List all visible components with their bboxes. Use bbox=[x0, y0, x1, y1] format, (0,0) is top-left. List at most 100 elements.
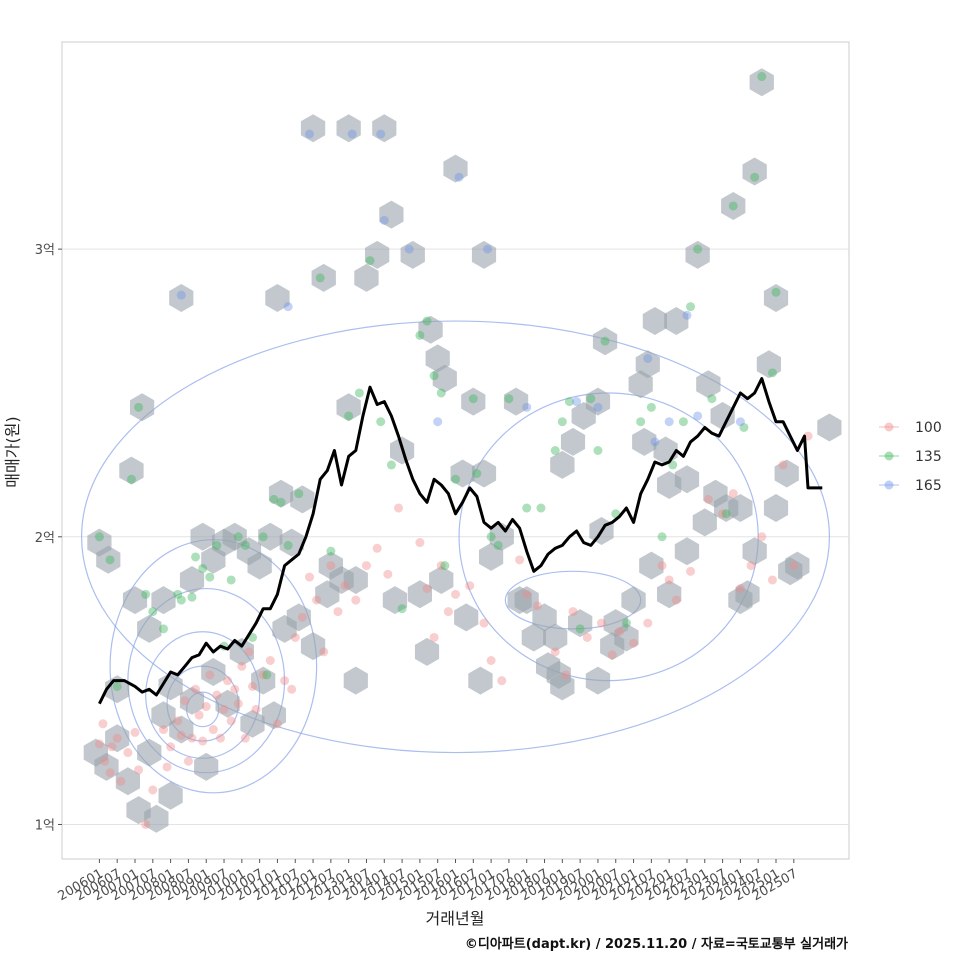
hexbin bbox=[379, 200, 404, 229]
point-100 bbox=[607, 650, 617, 660]
point-100 bbox=[223, 676, 233, 686]
hexbin bbox=[194, 752, 219, 781]
hexbin bbox=[144, 804, 169, 833]
point-100 bbox=[351, 595, 361, 605]
point-135 bbox=[148, 607, 158, 617]
point-135 bbox=[365, 256, 375, 266]
point-100 bbox=[201, 702, 211, 712]
point-135 bbox=[422, 316, 432, 326]
point-135 bbox=[436, 388, 446, 398]
point-135 bbox=[472, 469, 482, 479]
point-100 bbox=[237, 661, 247, 671]
point-100 bbox=[532, 601, 542, 611]
hexbin bbox=[119, 456, 144, 485]
point-100 bbox=[194, 710, 204, 720]
hexbin bbox=[639, 551, 664, 580]
hexbin bbox=[418, 315, 443, 344]
point-135 bbox=[564, 397, 574, 407]
hexbin bbox=[432, 364, 457, 393]
hexbin bbox=[115, 767, 140, 796]
hexbin bbox=[550, 450, 575, 479]
median-line bbox=[98, 377, 823, 705]
point-135 bbox=[326, 546, 336, 556]
hexbin bbox=[543, 623, 568, 652]
point-135 bbox=[451, 474, 460, 484]
point-100 bbox=[272, 719, 282, 729]
point-100 bbox=[112, 733, 122, 743]
hexbin bbox=[137, 738, 162, 767]
hexbin bbox=[763, 494, 789, 522]
point-100 bbox=[166, 742, 176, 752]
hexbin bbox=[471, 459, 497, 488]
legend-label: 100 bbox=[915, 420, 942, 436]
point-135 bbox=[173, 589, 183, 599]
hexbin bbox=[96, 545, 121, 574]
point-100 bbox=[287, 684, 297, 694]
point-100 bbox=[162, 762, 172, 772]
point-100 bbox=[265, 656, 275, 666]
point-135 bbox=[176, 595, 186, 605]
hexbin-layer bbox=[83, 68, 842, 833]
hexbin bbox=[372, 114, 397, 143]
y-axis-ticks: 1억 2억 3억 bbox=[35, 243, 62, 833]
hexbin bbox=[778, 557, 803, 586]
point-100 bbox=[735, 584, 745, 594]
hexbin bbox=[414, 637, 440, 666]
hexbin bbox=[817, 413, 842, 442]
point-100 bbox=[173, 716, 183, 726]
point-135 bbox=[586, 394, 596, 404]
hexbin bbox=[450, 459, 475, 488]
hexbin bbox=[742, 537, 767, 566]
point-100 bbox=[258, 670, 268, 680]
point-135 bbox=[205, 572, 215, 582]
legend-key-dot bbox=[884, 480, 894, 490]
point-100 bbox=[515, 555, 525, 565]
legend-label: 165 bbox=[915, 478, 942, 494]
hexbin bbox=[585, 666, 611, 695]
point-100 bbox=[451, 589, 460, 599]
x-axis-ticks: 2006012006072007012007072008012008072009… bbox=[55, 859, 800, 904]
hexbin bbox=[546, 660, 571, 689]
point-135 bbox=[226, 575, 236, 585]
point-100 bbox=[664, 575, 674, 585]
point-100 bbox=[522, 589, 532, 599]
point-100 bbox=[191, 684, 201, 694]
hexbin bbox=[443, 154, 468, 183]
point-100 bbox=[597, 618, 607, 628]
hexbin bbox=[83, 738, 108, 767]
point-100 bbox=[183, 756, 193, 766]
hexbin bbox=[290, 485, 315, 514]
point-165 bbox=[376, 129, 386, 139]
point-165 bbox=[593, 402, 603, 412]
point-135 bbox=[440, 561, 450, 571]
hexbin bbox=[158, 781, 183, 810]
hexbin bbox=[749, 68, 774, 97]
point-135 bbox=[276, 497, 286, 507]
hexbin bbox=[400, 240, 425, 269]
point-100 bbox=[718, 509, 728, 519]
hexbin bbox=[532, 603, 557, 632]
point-100 bbox=[383, 569, 393, 579]
point-135 bbox=[678, 417, 688, 427]
hexbin bbox=[169, 715, 194, 744]
median-price-line bbox=[98, 377, 823, 705]
hexbin bbox=[632, 427, 657, 456]
point-135 bbox=[621, 618, 631, 628]
point-100 bbox=[312, 595, 322, 605]
hexbin bbox=[329, 566, 354, 594]
point-135 bbox=[212, 540, 222, 550]
point-165 bbox=[454, 172, 464, 182]
hexbin bbox=[664, 307, 689, 335]
hexbin bbox=[763, 284, 789, 312]
y-tick-label: 1억 bbox=[35, 818, 55, 833]
hexbin bbox=[365, 240, 390, 269]
point-165 bbox=[283, 302, 293, 312]
point-135 bbox=[415, 330, 425, 340]
hexbin bbox=[657, 580, 682, 609]
point-100 bbox=[582, 632, 592, 642]
point-135 bbox=[94, 532, 104, 542]
point-165 bbox=[572, 397, 582, 407]
point-165 bbox=[522, 402, 532, 412]
hexbin bbox=[229, 637, 254, 666]
